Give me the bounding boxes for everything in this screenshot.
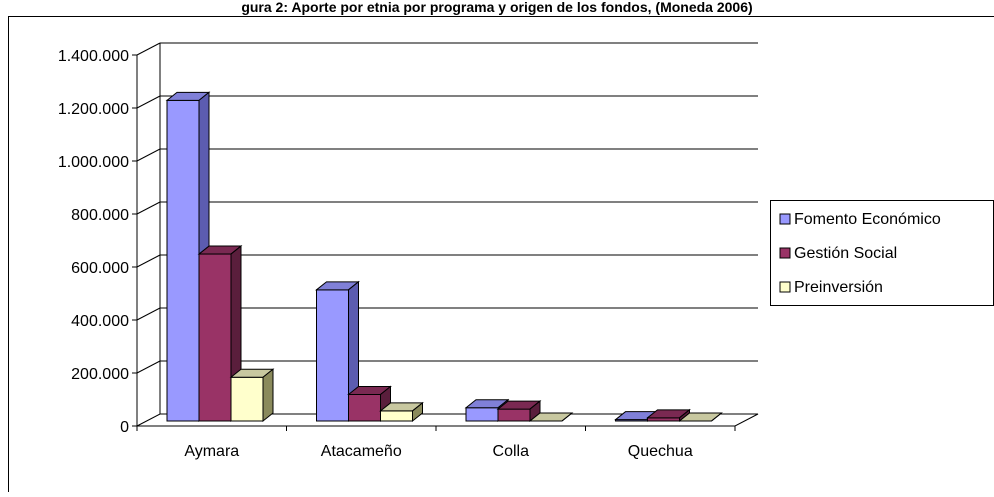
y-tick-label: 0 [120, 419, 129, 436]
bar-front [498, 409, 530, 421]
gridline-side [137, 43, 160, 55]
y-tick-label: 800.000 [71, 207, 129, 224]
y-tick-label: 200.000 [71, 366, 129, 383]
gridline-side [137, 255, 160, 267]
gridline-side [137, 149, 160, 161]
legend-label: Preinversión [794, 279, 883, 296]
bar-front [317, 290, 349, 421]
bar-front [381, 411, 413, 421]
y-tick-label: 600.000 [71, 260, 129, 277]
y-tick-label: 400.000 [71, 313, 129, 330]
gridline-side [137, 308, 160, 320]
x-tick-label: Colla [493, 443, 530, 460]
x-tick-label: Aymara [184, 443, 239, 460]
bar-front [199, 254, 231, 421]
legend-swatch [780, 282, 790, 292]
legend-swatch [780, 214, 790, 224]
bar-front [349, 395, 381, 422]
legend-label: Fomento Económico [794, 211, 941, 228]
bar-side [263, 369, 273, 421]
legend-label: Gestión Social [794, 245, 897, 262]
y-tick-label: 1.000.000 [58, 154, 129, 171]
gridline-side [137, 202, 160, 214]
legend-swatch [780, 248, 790, 258]
bar-front [231, 377, 263, 421]
gridline-side [137, 96, 160, 108]
bar-front [167, 100, 199, 421]
chart-title: gura 2: Aporte por etnia por programa y … [0, 0, 994, 20]
x-tick-label: Atacameño [321, 443, 402, 460]
bar-front [466, 408, 498, 421]
x-tick-label: Quechua [628, 443, 693, 460]
y-tick-label: 1.400.000 [58, 48, 129, 65]
gridline-side [137, 361, 160, 373]
y-tick-label: 1.200.000 [58, 101, 129, 118]
